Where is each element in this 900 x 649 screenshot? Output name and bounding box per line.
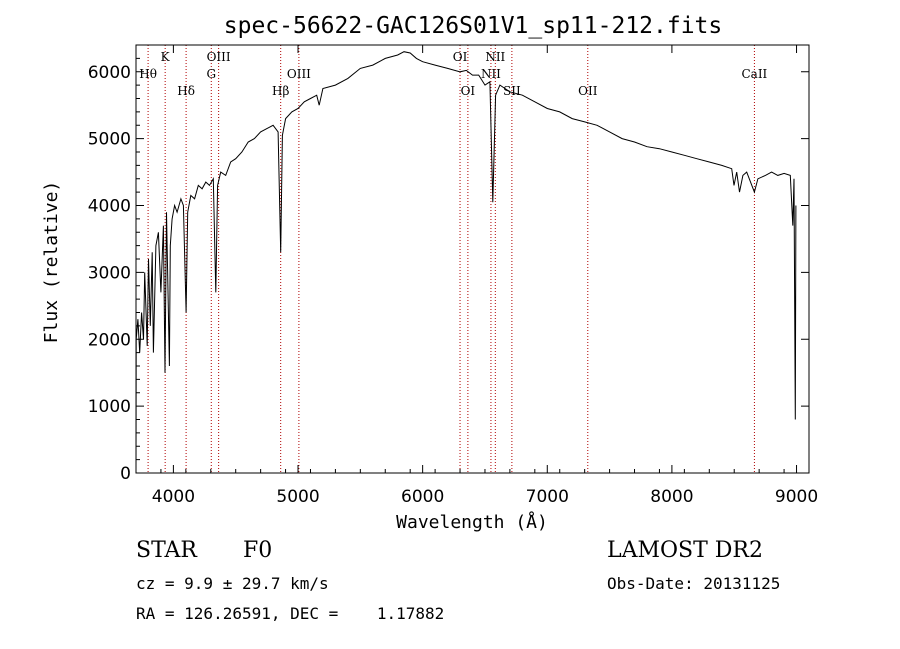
y-tick-label: 6000	[88, 63, 131, 83]
x-tick-label: 6000	[401, 487, 444, 507]
annotation-label: SII	[503, 84, 521, 98]
redshift-velocity: cz = 9.9 ± 29.7 km/s	[136, 574, 329, 593]
annotation-label: NII	[481, 67, 501, 81]
axis-ticks: 4000 5000 6000 7000 8000 9000 0 1000 2000 3000 400…	[88, 45, 818, 507]
chart-title: spec-56622-GAC126S01V1_sp11-212.fits	[224, 13, 723, 39]
annotation-label: OII	[578, 84, 598, 98]
observation-date: Obs-Date: 20131125	[607, 574, 781, 593]
annotation-label: CaII	[741, 67, 767, 81]
y-tick-label: 1000	[88, 397, 131, 417]
survey-name: LAMOST DR2	[607, 538, 763, 563]
annotation-label: NII	[485, 50, 505, 64]
spectral-subclass: F0	[243, 538, 273, 563]
annotation-label: OIII	[287, 67, 311, 81]
spectrum-line	[135, 51, 797, 474]
x-tick-label: 9000	[775, 487, 818, 507]
y-tick-label: 4000	[88, 197, 131, 217]
x-tick-label: 8000	[650, 487, 693, 507]
x-axis-label: Wavelength (Å)	[396, 511, 548, 533]
annotation-label: K	[161, 50, 171, 64]
object-class: STAR	[136, 538, 197, 563]
x-tick-label: 4000	[152, 487, 195, 507]
annotation-label: Hδ	[177, 84, 195, 98]
y-axis-label: Flux (relative)	[41, 181, 62, 344]
annotation-label: Hβ	[272, 84, 289, 98]
annotation-label: Hθ	[139, 67, 157, 81]
x-tick-label: 5000	[276, 487, 319, 507]
x-tick-label: 7000	[526, 487, 569, 507]
annotation-label: OI	[461, 84, 476, 98]
y-tick-label: 3000	[88, 263, 131, 283]
annotation-label: OIII	[207, 50, 231, 64]
spectrum-series	[135, 51, 797, 474]
plot-frame	[135, 44, 810, 474]
sky-coordinates: RA = 126.26591, DEC = 1.17882	[136, 604, 445, 623]
annotation-label: G	[206, 67, 216, 81]
y-tick-label: 0	[120, 464, 131, 484]
y-tick-label: 5000	[88, 130, 131, 150]
annotation-label: OI	[453, 50, 468, 64]
y-tick-label: 2000	[88, 330, 131, 350]
